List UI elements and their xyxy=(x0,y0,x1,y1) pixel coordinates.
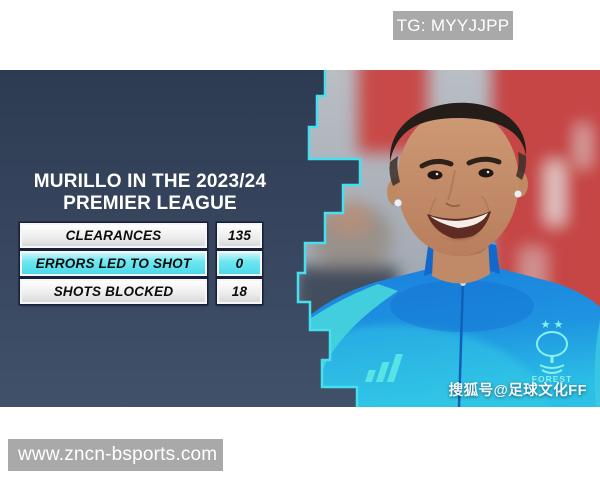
tg-badge-text: TG: MYYJJPP xyxy=(396,15,510,35)
stat-label-errors-led-to-shot: ERRORS LED TO SHOT xyxy=(20,251,207,276)
forest-crest-logo: ★ ★ FOREST xyxy=(532,319,572,384)
crest-text: FOREST xyxy=(532,374,572,384)
stat-card-graphic: ★ ★ FOREST xyxy=(0,70,600,407)
card-title-line2: PREMIER LEAGUE xyxy=(63,193,237,214)
site-badge-text: www.zncn-bsports.com xyxy=(18,444,218,465)
stat-label-clearances: CLEARANCES xyxy=(20,223,207,248)
stat-value-shots-blocked: 18 xyxy=(217,279,262,304)
watermark-text: 搜狐号@足球文化FF xyxy=(448,383,587,399)
stat-label-shots-blocked: SHOTS BLOCKED xyxy=(20,279,207,304)
site-badge: www.zncn-bsports.com xyxy=(8,439,223,471)
adidas-logo xyxy=(364,354,403,382)
crest-stars: ★ ★ xyxy=(541,319,564,331)
tg-badge: TG: MYYJJPP xyxy=(393,11,513,40)
stat-value-errors-led-to-shot: 0 xyxy=(217,251,262,276)
player-head xyxy=(387,102,528,284)
stat-value-clearances: 135 xyxy=(217,223,262,248)
zigzag-accent-border xyxy=(296,70,362,407)
card-title-line1: MURILLO IN THE 2023/24 xyxy=(33,171,267,192)
card-title: MURILLO IN THE 2023/24 PREMIER LEAGUE xyxy=(0,171,300,215)
stats-panel: MURILLO IN THE 2023/24 PREMIER LEAGUE CL… xyxy=(0,70,300,407)
